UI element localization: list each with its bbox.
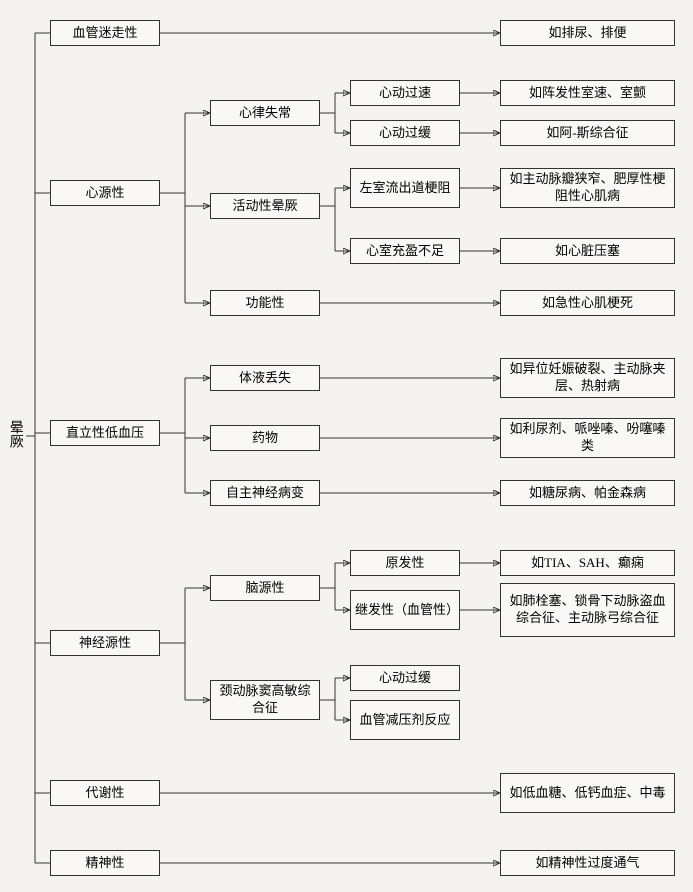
node-n6: 精神性 [50, 850, 160, 876]
node-n222: 心室充盈不足 [350, 238, 460, 264]
node-e32: 如利尿剂、哌唑嗪、吩噻嗪类 [500, 418, 675, 458]
node-e222: 如心脏压塞 [500, 238, 675, 264]
node-e212: 如阿-斯综合征 [500, 120, 675, 146]
node-e31: 如异位妊娠破裂、主动脉夹层、热射病 [500, 358, 675, 398]
node-n411: 原发性 [350, 550, 460, 576]
node-n23: 功能性 [210, 290, 320, 316]
node-n5: 代谢性 [50, 780, 160, 806]
node-n31: 体液丢失 [210, 365, 320, 391]
node-n21: 心律失常 [210, 100, 320, 126]
node-e1: 如排尿、排便 [500, 20, 675, 46]
node-e5: 如低血糖、低钙血症、中毒 [500, 773, 675, 813]
node-e211: 如阵发性室速、室颤 [500, 80, 675, 106]
node-n22: 活动性晕厥 [210, 193, 320, 219]
root-node: 晕厥 [6, 420, 23, 448]
node-n422: 血管减压剂反应 [350, 700, 460, 740]
node-n412: 继发性（血管性） [350, 590, 460, 630]
node-e33: 如糖尿病、帕金森病 [500, 480, 675, 506]
node-e411: 如TIA、SAH、癫痫 [500, 550, 675, 576]
node-e412: 如肺栓塞、锁骨下动脉盗血综合征、主动脉弓综合征 [500, 583, 675, 637]
node-n42: 颈动脉窦高敏综合征 [210, 680, 320, 720]
node-n211: 心动过速 [350, 80, 460, 106]
node-n3: 直立性低血压 [50, 420, 160, 446]
node-e221: 如主动脉瓣狭窄、肥厚性梗阻性心肌病 [500, 168, 675, 208]
node-n33: 自主神经病变 [210, 480, 320, 506]
node-n2: 心源性 [50, 180, 160, 206]
node-n212: 心动过缓 [350, 120, 460, 146]
node-n221: 左室流出道梗阻 [350, 168, 460, 208]
node-e23: 如急性心肌梗死 [500, 290, 675, 316]
node-n41: 脑源性 [210, 575, 320, 601]
node-n421: 心动过缓 [350, 665, 460, 691]
node-e6: 如精神性过度通气 [500, 850, 675, 876]
node-n1: 血管迷走性 [50, 20, 160, 46]
node-n4: 神经源性 [50, 630, 160, 656]
node-n32: 药物 [210, 425, 320, 451]
